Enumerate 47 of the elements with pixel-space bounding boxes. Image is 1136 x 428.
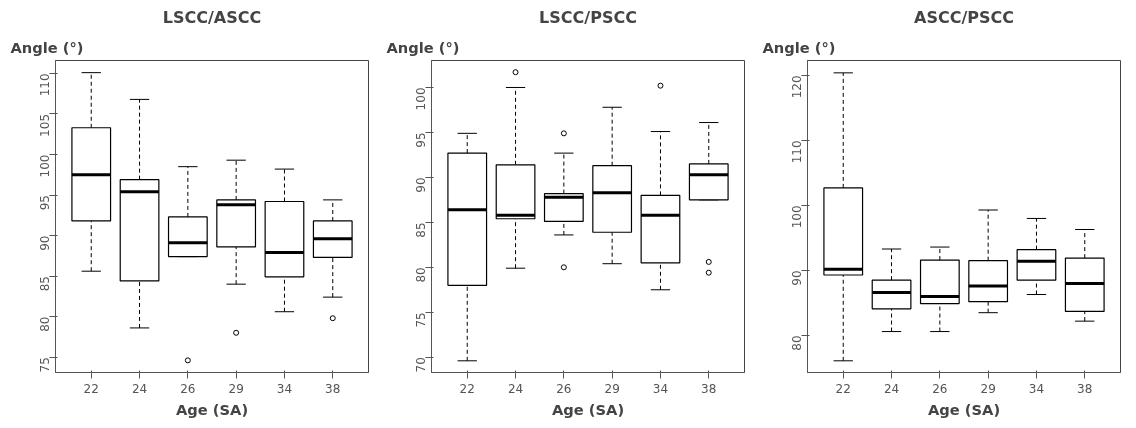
y-tick-label: 80: [790, 335, 804, 351]
y-tick-label: 100: [414, 87, 428, 111]
y-tick-label: 95: [38, 195, 52, 211]
y-tick-label: 90: [790, 270, 804, 286]
y-tick-label: 85: [38, 276, 52, 292]
x-tick-label: 26: [932, 381, 948, 396]
y-tick-label: 80: [414, 267, 428, 283]
y-tick-label: 85: [414, 222, 428, 238]
x-tick-label: 34: [652, 381, 669, 396]
x-axis-title: Age (SA): [927, 400, 1001, 418]
chart-title: ASCC/PSCC: [914, 7, 1014, 27]
y-tick-label: 100: [790, 205, 804, 229]
x-tick-label: 29: [604, 381, 620, 396]
x-tick-label: 38: [1077, 381, 1093, 396]
y-axis-title: Angle (°): [10, 38, 84, 56]
x-tick-label: 29: [980, 381, 996, 396]
x-tick-label: 29: [228, 381, 244, 396]
y-axis-title: Angle (°): [386, 38, 460, 56]
chart-title: LSCC/PSCC: [539, 7, 637, 27]
y-tick-label: 75: [38, 357, 52, 373]
x-tick-label: 22: [835, 381, 851, 396]
x-tick-label: 34: [276, 381, 293, 396]
x-tick-label: 22: [83, 381, 99, 396]
x-axis-title: Age (SA): [175, 400, 249, 418]
x-tick-label: 26: [556, 381, 572, 396]
chart-title: LSCC/ASCC: [162, 7, 262, 27]
x-tick-label: 38: [701, 381, 717, 396]
y-axis-title: Angle (°): [762, 38, 836, 56]
x-tick-label: 26: [180, 381, 196, 396]
y-tick-label: 75: [414, 312, 428, 328]
y-tick-label: 90: [38, 235, 52, 251]
x-tick-label: 24: [507, 381, 524, 396]
y-tick-label: 110: [790, 140, 804, 164]
x-tick-label: 22: [459, 381, 475, 396]
x-tick-label: 24: [131, 381, 148, 396]
y-tick-label: 120: [790, 75, 804, 99]
y-tick-label: 105: [38, 113, 52, 137]
y-tick-label: 110: [38, 73, 52, 97]
y-tick-label: 90: [414, 177, 428, 193]
x-tick-label: 38: [325, 381, 341, 396]
y-tick-label: 95: [414, 132, 428, 148]
x-tick-label: 24: [883, 381, 900, 396]
x-tick-label: 34: [1028, 381, 1045, 396]
y-tick-label: 100: [38, 154, 52, 178]
x-axis-title: Age (SA): [551, 400, 625, 418]
y-tick-label: 70: [414, 357, 428, 373]
y-tick-label: 80: [38, 316, 52, 332]
